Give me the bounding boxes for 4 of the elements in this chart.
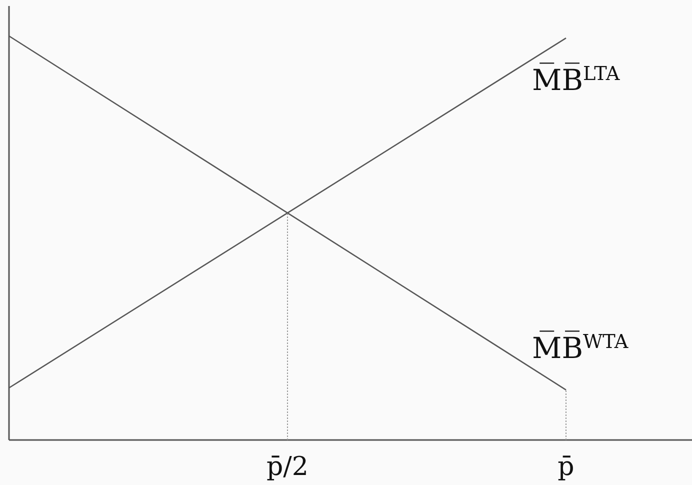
x-tick-label: p̄/2 [266,452,308,482]
series-label: M̅B̅$^{LTA}$ [532,62,620,98]
x-tick-label: p̄ [558,452,574,482]
series-label: M̅B̅$^{WTA}$ [532,329,628,365]
